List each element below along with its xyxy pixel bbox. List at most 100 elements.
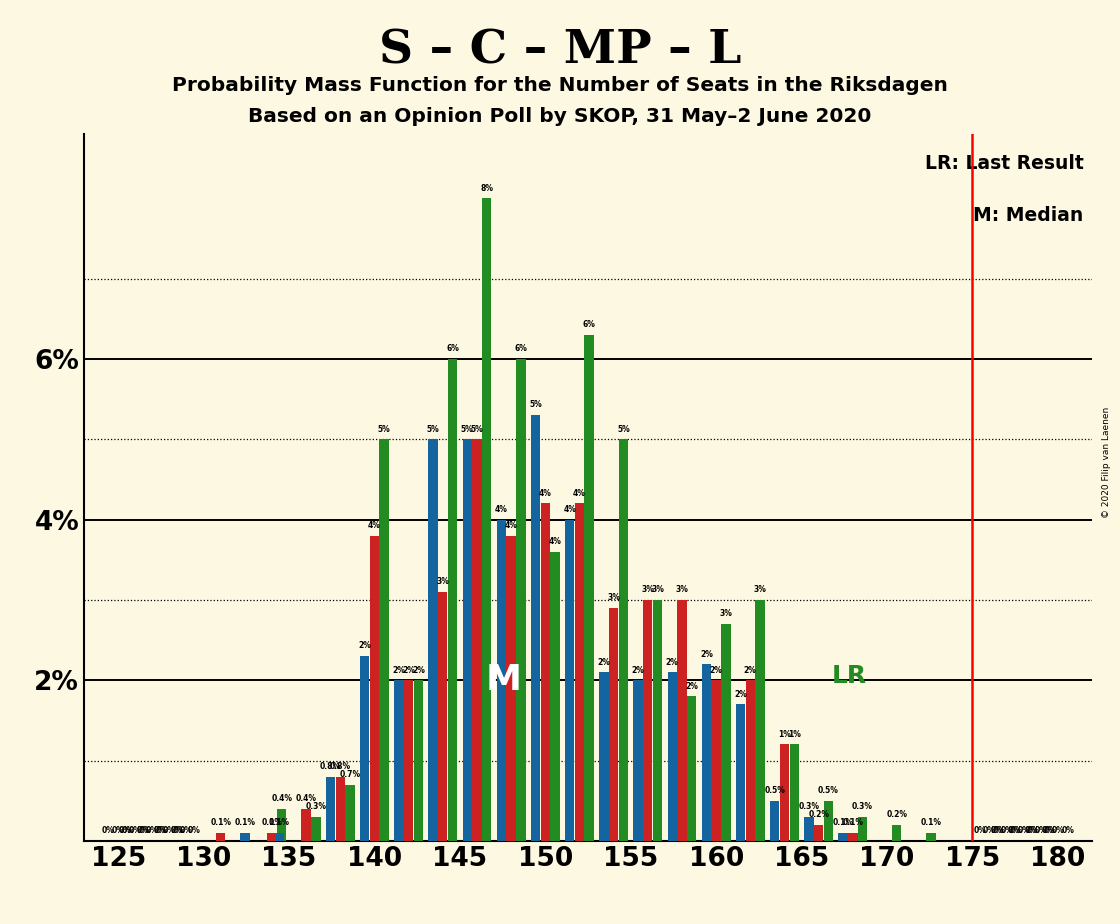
Text: 0%: 0%	[187, 826, 200, 835]
Bar	[482, 199, 492, 841]
Bar	[858, 817, 867, 841]
Text: 0%: 0%	[1044, 826, 1057, 835]
Bar	[326, 776, 335, 841]
Text: 2%: 2%	[685, 682, 698, 690]
Text: 0%: 0%	[119, 826, 132, 835]
Text: 0%: 0%	[129, 826, 142, 835]
Text: 8%: 8%	[480, 184, 493, 192]
Bar	[678, 600, 687, 841]
Bar	[746, 680, 755, 841]
Text: 0.1%: 0.1%	[234, 818, 255, 827]
Text: 4%: 4%	[539, 489, 552, 498]
Bar	[345, 784, 355, 841]
Text: 2%: 2%	[710, 665, 722, 675]
Text: 0%: 0%	[1027, 826, 1039, 835]
Bar	[599, 672, 608, 841]
Text: 0.2%: 0.2%	[886, 810, 907, 820]
Bar	[438, 592, 448, 841]
Bar	[216, 833, 225, 841]
Bar	[823, 801, 833, 841]
Text: 2%: 2%	[358, 641, 371, 650]
Text: 0%: 0%	[102, 826, 115, 835]
Text: 0.7%: 0.7%	[339, 770, 361, 779]
Text: 0%: 0%	[112, 826, 124, 835]
Bar	[755, 600, 765, 841]
Text: 0%: 0%	[137, 826, 149, 835]
Text: 0%: 0%	[121, 826, 134, 835]
Text: 2%: 2%	[597, 658, 610, 666]
Bar	[394, 680, 403, 841]
Bar	[274, 833, 284, 841]
Bar	[531, 415, 540, 841]
Text: 4%: 4%	[549, 537, 561, 546]
Bar	[473, 439, 482, 841]
Text: 5%: 5%	[377, 425, 391, 433]
Text: 0%: 0%	[992, 826, 1006, 835]
Text: 0%: 0%	[983, 826, 996, 835]
Text: 3%: 3%	[754, 585, 766, 594]
Bar	[241, 833, 250, 841]
Bar	[736, 704, 745, 841]
Bar	[311, 817, 320, 841]
Text: 0.1%: 0.1%	[269, 818, 290, 827]
Text: 0.5%: 0.5%	[764, 786, 785, 795]
Text: Based on an Opinion Poll by SKOP, 31 May–2 June 2020: Based on an Opinion Poll by SKOP, 31 May…	[249, 107, 871, 127]
Text: 0.8%: 0.8%	[329, 762, 351, 771]
Text: 0.4%: 0.4%	[271, 794, 292, 803]
Text: 3%: 3%	[642, 585, 654, 594]
Bar	[550, 552, 560, 841]
Text: 0.1%: 0.1%	[211, 818, 231, 827]
Text: 6%: 6%	[582, 321, 596, 329]
Bar	[413, 680, 423, 841]
Text: 5%: 5%	[470, 425, 484, 433]
Bar	[643, 600, 653, 841]
Text: 2%: 2%	[734, 689, 747, 699]
Text: 0%: 0%	[139, 826, 151, 835]
Bar	[564, 519, 575, 841]
Bar	[360, 656, 370, 841]
Text: 4%: 4%	[563, 505, 576, 514]
Bar	[790, 745, 799, 841]
Text: 0%: 0%	[1017, 826, 1030, 835]
Bar	[336, 776, 345, 841]
Text: 1%: 1%	[778, 730, 791, 739]
Text: 0%: 0%	[172, 826, 186, 835]
Text: 2%: 2%	[744, 665, 757, 675]
Text: 0%: 0%	[1052, 826, 1064, 835]
Text: 0.3%: 0.3%	[306, 802, 326, 811]
Text: 0%: 0%	[1000, 826, 1012, 835]
Bar	[804, 817, 813, 841]
Text: LR: Last Result: LR: Last Result	[925, 154, 1083, 173]
Text: 0.1%: 0.1%	[832, 818, 853, 827]
Text: 0%: 0%	[1034, 826, 1047, 835]
Bar	[268, 833, 277, 841]
Text: Probability Mass Function for the Number of Seats in the Riksdagen: Probability Mass Function for the Number…	[172, 76, 948, 95]
Bar	[687, 697, 697, 841]
Text: 6%: 6%	[446, 345, 459, 353]
Bar	[301, 808, 311, 841]
Text: 1%: 1%	[787, 730, 801, 739]
Text: 0%: 0%	[146, 826, 159, 835]
Text: 3%: 3%	[719, 609, 732, 618]
Text: 6%: 6%	[514, 345, 528, 353]
Text: M: M	[486, 663, 522, 698]
Bar	[448, 359, 457, 841]
Text: 4%: 4%	[495, 505, 507, 514]
Text: © 2020 Filip van Laenen: © 2020 Filip van Laenen	[1102, 407, 1111, 517]
Bar	[653, 600, 662, 841]
Bar	[516, 359, 525, 841]
Bar	[463, 439, 472, 841]
Text: 3%: 3%	[607, 593, 620, 602]
Text: 0.3%: 0.3%	[799, 802, 820, 811]
Text: 0%: 0%	[1010, 826, 1023, 835]
Text: 5%: 5%	[460, 425, 474, 433]
Bar	[428, 439, 438, 841]
Text: 0%: 0%	[1025, 826, 1037, 835]
Text: 0.5%: 0.5%	[818, 786, 839, 795]
Text: LR: LR	[832, 664, 867, 688]
Bar	[380, 439, 389, 841]
Bar	[404, 680, 413, 841]
Text: 2%: 2%	[700, 650, 712, 659]
Bar	[585, 334, 594, 841]
Bar	[668, 672, 676, 841]
